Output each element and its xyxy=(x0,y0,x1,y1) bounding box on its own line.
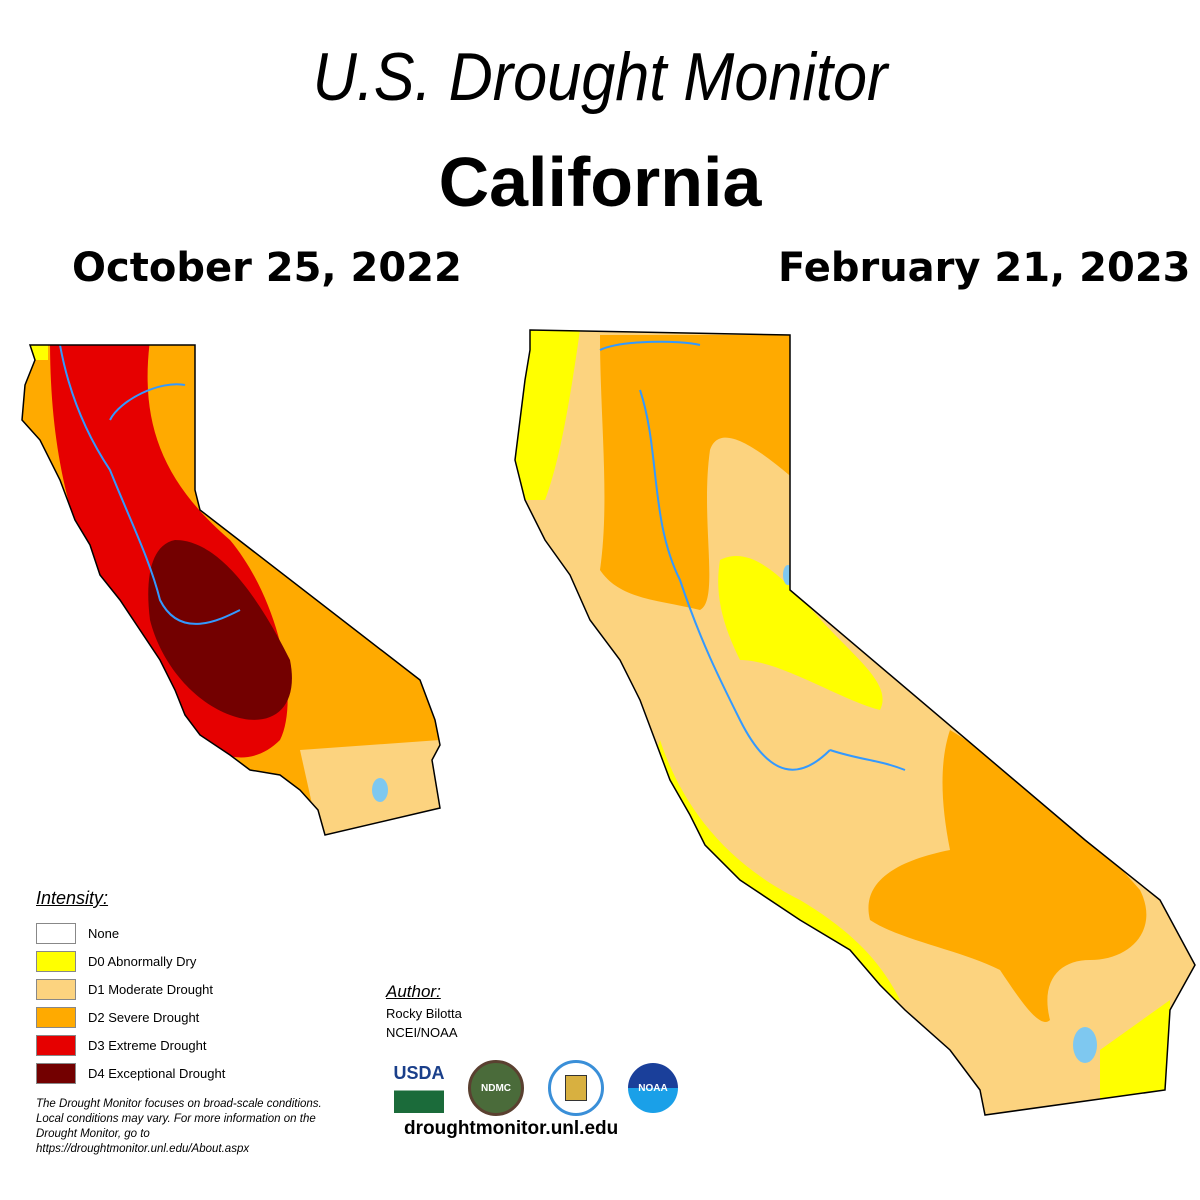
legend-label: D0 Abnormally Dry xyxy=(88,953,197,969)
disclaimer-note: The Drought Monitor focuses on broad-sca… xyxy=(36,1098,322,1155)
legend-label: D1 Moderate Drought xyxy=(88,981,214,997)
legend-swatch xyxy=(36,922,76,944)
legend-item: D4 Exceptional Drought xyxy=(36,1059,225,1087)
legend-swatch xyxy=(36,978,76,1000)
legend-title: Intensity: xyxy=(36,888,109,908)
state-title: California xyxy=(438,143,762,221)
legend-item: D1 Moderate Drought xyxy=(36,975,225,1003)
legend-swatch xyxy=(36,1034,76,1056)
noaa-logo: NOAA xyxy=(628,1063,678,1113)
date-left: October 25, 2022 xyxy=(72,245,462,291)
legend-label: None xyxy=(88,925,120,941)
author-name: Rocky Bilotta xyxy=(386,1006,462,1021)
website-link[interactable]: droughtmonitor.unl.edu xyxy=(404,1118,619,1139)
author-block: Author: Rocky Bilotta NCEI/NOAA xyxy=(386,982,462,1042)
legend-swatch xyxy=(36,950,76,972)
usda-logo: USDA xyxy=(394,1063,445,1113)
legend-label: D4 Exceptional Drought xyxy=(88,1065,226,1081)
legend-item: None xyxy=(36,919,225,947)
map-oct-2022 xyxy=(22,345,440,835)
legend-item: D2 Severe Drought xyxy=(36,1003,225,1031)
commerce-seal xyxy=(548,1060,604,1116)
ndmc-logo: NDMC xyxy=(468,1060,524,1116)
legend-item: D3 Extreme Drought xyxy=(36,1031,225,1059)
legend-item: D0 Abnormally Dry xyxy=(36,947,225,975)
legend: Intensity: None D0 Abnormally Dry D1 Mod… xyxy=(36,888,225,1087)
legend-swatch xyxy=(36,1006,76,1028)
page-title: U.S. Drought Monitor xyxy=(312,39,888,115)
author-org: NCEI/NOAA xyxy=(386,1025,458,1040)
legend-label: D2 Severe Drought xyxy=(88,1009,200,1025)
legend-label: D3 Extreme Drought xyxy=(88,1037,207,1053)
author-heading: Author: xyxy=(386,982,441,1001)
map-feb-2023 xyxy=(515,330,1195,1115)
date-right: February 21, 2023 xyxy=(778,245,1191,291)
partner-logos: USDA NDMC NOAA xyxy=(394,1060,678,1116)
outline-right xyxy=(514,329,1196,1116)
legend-swatch xyxy=(36,1062,76,1084)
